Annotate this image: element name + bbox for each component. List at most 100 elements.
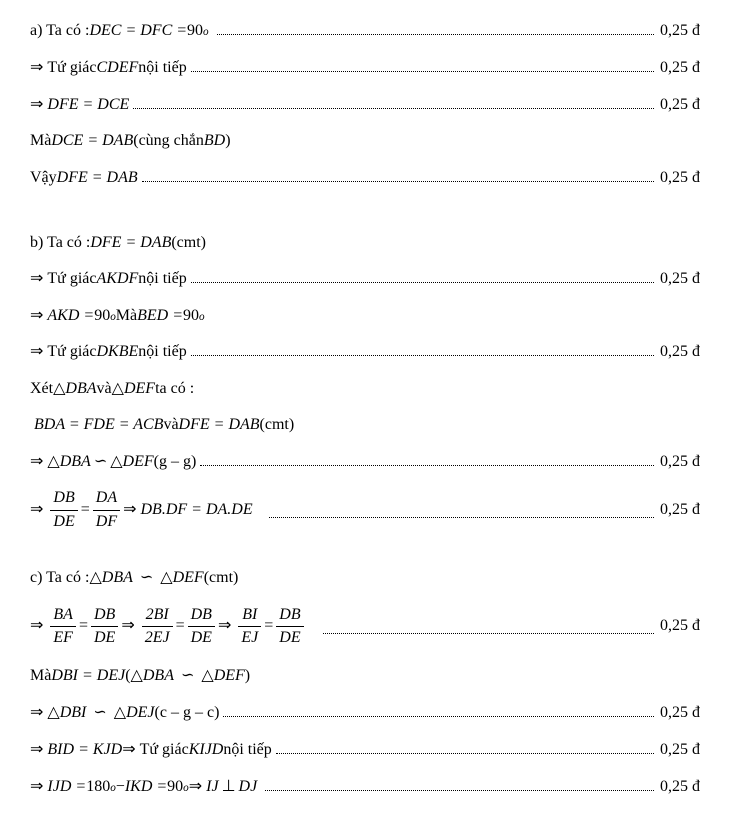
text: nội tiếp (223, 739, 271, 761)
den: DE (91, 626, 118, 649)
gap (30, 549, 700, 567)
line-a1: a) Ta có : DEC = DFC = 90o 0,25 đ (30, 20, 700, 43)
dots (265, 775, 654, 790)
arrow-icon: ⇒ (30, 451, 43, 473)
math: CDEF (97, 57, 139, 79)
math: KIJD (189, 739, 224, 761)
text: c) Ta có : (30, 567, 89, 589)
triangle-icon: △ (112, 378, 124, 400)
line-a5: Vậy DFE = DAB 0,25 đ (30, 167, 700, 190)
content-a4: Mà DCE = DAB (cùng chắn BD ) (30, 130, 231, 152)
deg: 90 (183, 305, 199, 327)
arrow-icon: ⇒ (30, 305, 43, 327)
den: DF (93, 510, 120, 533)
math: BID = KJD (47, 739, 122, 761)
text: (cmt) (171, 232, 206, 254)
text: Vậy (30, 167, 57, 189)
arrow-icon: ⇒ (30, 94, 43, 116)
line-c4: ⇒ △DBI ∽ △DEJ (c – g – c) 0,25 đ (30, 702, 700, 725)
den: EJ (238, 626, 261, 649)
similar-icon: ∽ (89, 702, 110, 724)
triangle-icon: △ (114, 702, 126, 724)
den: DE (276, 626, 303, 649)
line-c2: ⇒ BAEF = DBDE ⇒ 2BI2EJ = DBDE ⇒ BIEJ = D… (30, 604, 700, 650)
triangle-icon: △ (110, 451, 122, 473)
den: EF (50, 626, 76, 649)
math: DKBE (97, 341, 139, 363)
fraction: 2BI2EJ (142, 604, 173, 650)
score: 0,25 đ (658, 739, 700, 761)
math: DFE = DAB (90, 232, 171, 254)
arrow-icon: ⇒ (123, 499, 136, 521)
text: a) Ta có : (30, 20, 89, 42)
content-b2: ⇒ Tứ giác AKDF nội tiếp (30, 268, 187, 290)
content-c6: ⇒ IJD = 180o − IKD = 90o ⇒ IJ ⊥ DJ (30, 776, 261, 798)
line-a4: Mà DCE = DAB (cùng chắn BD ) (30, 130, 700, 152)
minus: − (116, 776, 125, 798)
math: DBA (65, 378, 96, 400)
arrow-icon: ⇒ (30, 739, 43, 761)
dots (133, 94, 654, 109)
triangle-icon: △ (131, 665, 143, 687)
text: Xét (30, 378, 53, 400)
content-b3: ⇒ AKD = 90o Mà BED = 90o (30, 305, 205, 327)
dots (191, 268, 654, 283)
similar-icon: ∽ (136, 567, 157, 589)
eq: = (79, 615, 88, 637)
num: 2BI (143, 604, 172, 626)
math: IKD = (125, 776, 167, 798)
math: DB.DF = DA.DE (141, 499, 253, 521)
line-b4: ⇒ Tứ giác DKBE nội tiếp 0,25 đ (30, 341, 700, 364)
deg: 90 (167, 776, 183, 798)
text: (cmt) (260, 414, 295, 436)
den: 2EJ (142, 626, 173, 649)
triangle-icon: △ (47, 702, 59, 724)
text: và (163, 414, 178, 436)
text: ta có : (155, 378, 194, 400)
sup: o (199, 310, 205, 326)
dots (323, 619, 654, 634)
math: DEJ (126, 702, 154, 724)
text: nội tiếp (138, 341, 186, 363)
math: DCE = DAB (51, 130, 133, 152)
gap (30, 204, 700, 232)
math: DEF (173, 567, 204, 589)
line-c3: Mà DBI = DEJ ( △DBA ∽ △DEF ) (30, 665, 700, 687)
fraction: DBDE (91, 604, 118, 650)
arrow-icon: ⇒ (30, 776, 43, 798)
triangle-icon: △ (47, 451, 59, 473)
math: BDA = FDE = ACB (34, 414, 163, 436)
num: BI (239, 604, 260, 626)
math: DBI = DEJ (51, 665, 125, 687)
text: Tứ giác (47, 57, 96, 79)
text: Mà (30, 130, 51, 152)
content-a2: ⇒ Tứ giác CDEF nội tiếp (30, 57, 187, 79)
content-b8: ⇒ DBDE = DADF ⇒ DB.DF = DA.DE (30, 487, 265, 533)
text: ) (245, 665, 250, 687)
score: 0,25 đ (658, 615, 700, 637)
math: IJ (206, 776, 218, 798)
text: và (97, 378, 112, 400)
line-a3: ⇒ DFE = DCE 0,25 đ (30, 94, 700, 117)
math: DJ (239, 776, 258, 798)
score: 0,25 đ (658, 268, 700, 290)
math: DFE = DAB (57, 167, 138, 189)
arrow-icon: ⇒ (30, 341, 43, 363)
math: DEC = DFC = (89, 20, 187, 42)
deg: 90 (94, 305, 110, 327)
text: Mà (116, 305, 137, 327)
arrow-icon: ⇒ (218, 615, 231, 637)
score: 0,25 đ (658, 94, 700, 116)
math: DBA (60, 451, 91, 473)
arrow-icon: ⇒ (121, 615, 134, 637)
line-c1: c) Ta có : △DBA ∽ △DEF (cmt) (30, 567, 700, 589)
score: 0,25 đ (658, 20, 700, 42)
text: (cmt) (204, 567, 239, 589)
line-b2: ⇒ Tứ giác AKDF nội tiếp 0,25 đ (30, 268, 700, 291)
triangle-icon: △ (201, 665, 213, 687)
text: (g – g) (154, 451, 197, 473)
content-a3: ⇒ DFE = DCE (30, 94, 129, 116)
math: DEF (123, 451, 154, 473)
text: b) Ta có : (30, 232, 90, 254)
content-c5: ⇒ BID = KJD ⇒ Tứ giác KIJD nội tiếp (30, 739, 272, 761)
